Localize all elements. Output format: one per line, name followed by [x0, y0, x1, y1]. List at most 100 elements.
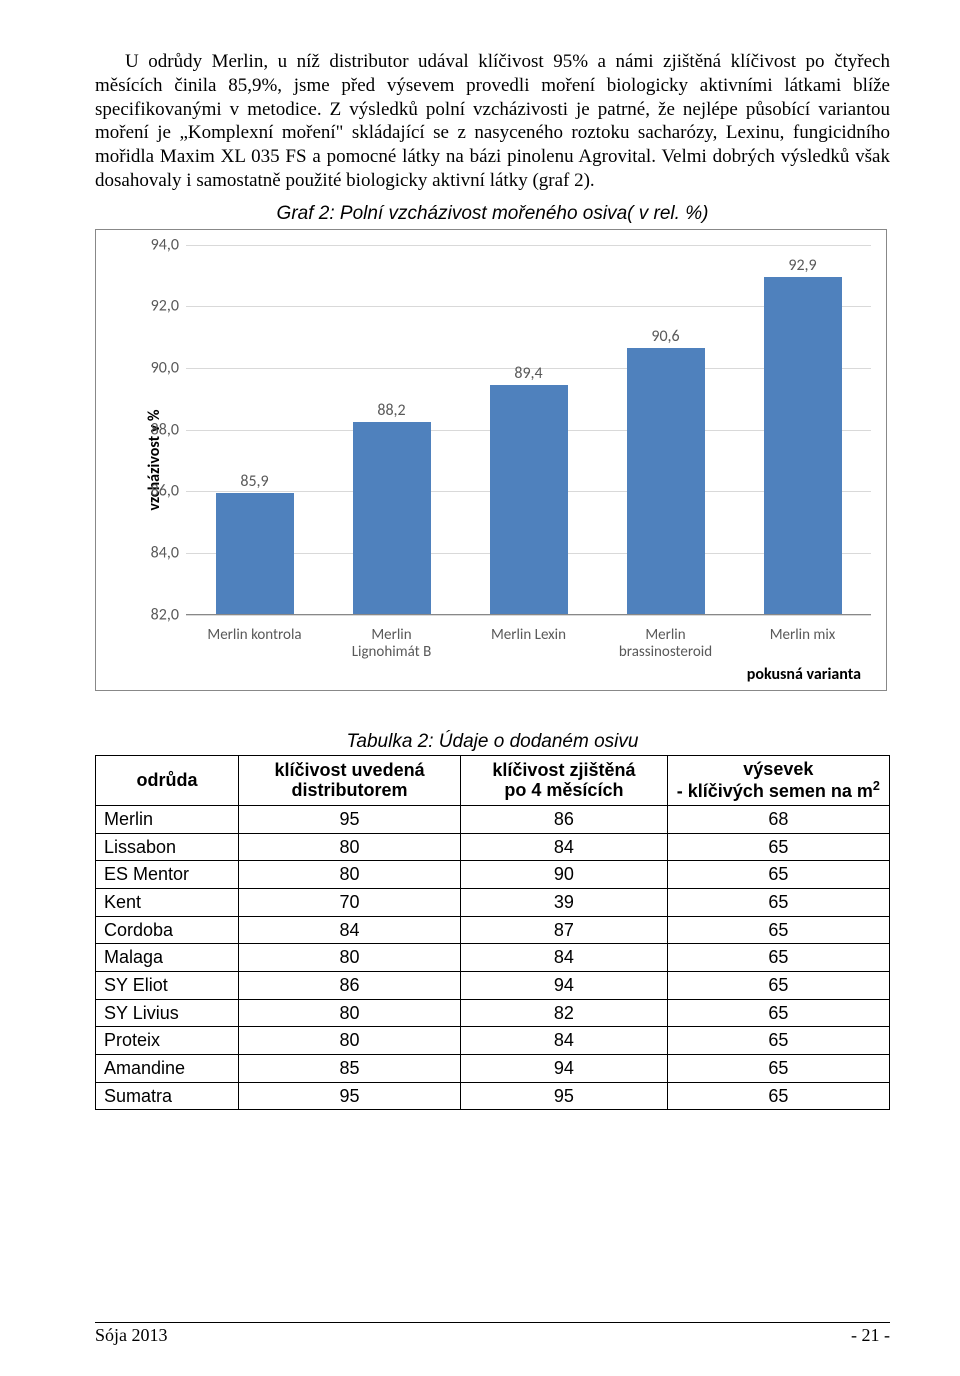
table-cell: Proteix [96, 1027, 239, 1055]
table-header-cell: odrůda [96, 755, 239, 805]
table-cell: 85 [238, 1055, 460, 1083]
table-cell: 84 [461, 1027, 667, 1055]
table-cell: 65 [667, 833, 889, 861]
table-cell: 86 [461, 805, 667, 833]
table-cell: 94 [461, 1055, 667, 1083]
chart-title: Graf 2: Polní vzcházivost mořeného osiva… [95, 203, 890, 225]
table-row: Sumatra959565 [96, 1082, 890, 1110]
table-cell: Lissabon [96, 833, 239, 861]
table-cell: 65 [667, 1055, 889, 1083]
table-cell: 94 [461, 972, 667, 1000]
bar-value-label: 90,6 [651, 327, 679, 346]
x-tick-label: MerlinLignohimát B [323, 627, 460, 662]
table-cell: Cordoba [96, 916, 239, 944]
bar [627, 348, 705, 613]
y-tick-label: 86,0 [141, 482, 179, 501]
table-header-row: odrůdaklíčivost uvedenádistributoremklíč… [96, 755, 890, 805]
table-cell: 80 [238, 999, 460, 1027]
table-row: ES Mentor809065 [96, 861, 890, 889]
table-cell: 65 [667, 861, 889, 889]
table-row: SY Livius808265 [96, 999, 890, 1027]
table-cell: 65 [667, 1082, 889, 1110]
table-cell: 84 [461, 833, 667, 861]
table-cell: 65 [667, 916, 889, 944]
x-tick-label: Merlin mix [734, 627, 871, 662]
y-tick-label: 84,0 [141, 543, 179, 562]
table-title: Tabulka 2: Údaje o dodaném osivu [95, 731, 890, 753]
table-cell: 65 [667, 1027, 889, 1055]
bars-container: 85,9 88,2 89,4 90,6 92,9 [186, 245, 871, 614]
table-cell: 80 [238, 833, 460, 861]
bar-column: 92,9 [734, 245, 871, 614]
y-tick-label: 88,0 [141, 420, 179, 439]
table-row: Merlin958668 [96, 805, 890, 833]
table-cell: 70 [238, 888, 460, 916]
table-cell: 39 [461, 888, 667, 916]
table-cell: 84 [238, 916, 460, 944]
footer-right: - 21 - [851, 1325, 890, 1346]
table-cell: 68 [667, 805, 889, 833]
y-tick-label: 92,0 [141, 297, 179, 316]
bar [353, 422, 431, 613]
y-tick-label: 90,0 [141, 358, 179, 377]
x-tick-label: Merlin kontrola [186, 627, 323, 662]
x-tick-label: Merlinbrassinosteroid [597, 627, 734, 662]
table-cell: 80 [238, 944, 460, 972]
table-header-cell: výsevek- klíčivých semen na m2 [667, 755, 889, 805]
table-cell: ES Mentor [96, 861, 239, 889]
table-cell: 95 [238, 1082, 460, 1110]
table-row: Cordoba848765 [96, 916, 890, 944]
bar-value-label: 85,9 [240, 472, 268, 491]
x-tick-label: Merlin Lexin [460, 627, 597, 662]
table-cell: 90 [461, 861, 667, 889]
table-cell: 86 [238, 972, 460, 1000]
bar-value-label: 89,4 [514, 364, 542, 383]
gridline [186, 615, 871, 616]
table-cell: Sumatra [96, 1082, 239, 1110]
bar [216, 493, 294, 613]
x-labels: Merlin kontrolaMerlinLignohimát BMerlin … [186, 627, 871, 662]
table-cell: 95 [238, 805, 460, 833]
data-table: odrůdaklíčivost uvedenádistributoremklíč… [95, 755, 890, 1111]
bar-column: 90,6 [597, 245, 734, 614]
table-cell: 80 [238, 1027, 460, 1055]
bar-column: 85,9 [186, 245, 323, 614]
table-header-cell: klíčivost zjištěnápo 4 měsících [461, 755, 667, 805]
table-row: Malaga808465 [96, 944, 890, 972]
table-cell: Amandine [96, 1055, 239, 1083]
table-row: SY Eliot869465 [96, 972, 890, 1000]
table-cell: 80 [238, 861, 460, 889]
bar-column: 89,4 [460, 245, 597, 614]
page-footer: Sója 2013 - 21 - [95, 1322, 890, 1346]
table-cell: 84 [461, 944, 667, 972]
body-paragraph: U odrůdy Merlin, u níž distributor udáva… [95, 50, 890, 193]
bar-chart: vzcházivost v % 85,988,289,490,692,9 Mer… [95, 229, 887, 691]
table-header-cell: klíčivost uvedenádistributorem [238, 755, 460, 805]
bar [490, 385, 568, 613]
table-cell: 65 [667, 972, 889, 1000]
bar-column: 88,2 [323, 245, 460, 614]
table-row: Lissabon808465 [96, 833, 890, 861]
footer-left: Sója 2013 [95, 1325, 168, 1346]
table-cell: 82 [461, 999, 667, 1027]
table-cell: 95 [461, 1082, 667, 1110]
table-cell: 87 [461, 916, 667, 944]
table-cell: Malaga [96, 944, 239, 972]
table-cell: SY Livius [96, 999, 239, 1027]
bar [764, 277, 842, 613]
table-row: Proteix808465 [96, 1027, 890, 1055]
y-tick-label: 94,0 [141, 235, 179, 254]
x-axis-title: pokusná varianta [747, 665, 861, 684]
table-cell: Kent [96, 888, 239, 916]
table-cell: 65 [667, 999, 889, 1027]
bar-value-label: 88,2 [377, 401, 405, 420]
bar-value-label: 92,9 [788, 256, 816, 275]
table-cell: 65 [667, 944, 889, 972]
table-row: Kent703965 [96, 888, 890, 916]
table-cell: Merlin [96, 805, 239, 833]
table-row: Amandine859465 [96, 1055, 890, 1083]
table-cell: 65 [667, 888, 889, 916]
y-tick-label: 82,0 [141, 605, 179, 624]
table-cell: SY Eliot [96, 972, 239, 1000]
plot-area: 85,9 88,2 89,4 90,6 92,9 [186, 245, 871, 615]
